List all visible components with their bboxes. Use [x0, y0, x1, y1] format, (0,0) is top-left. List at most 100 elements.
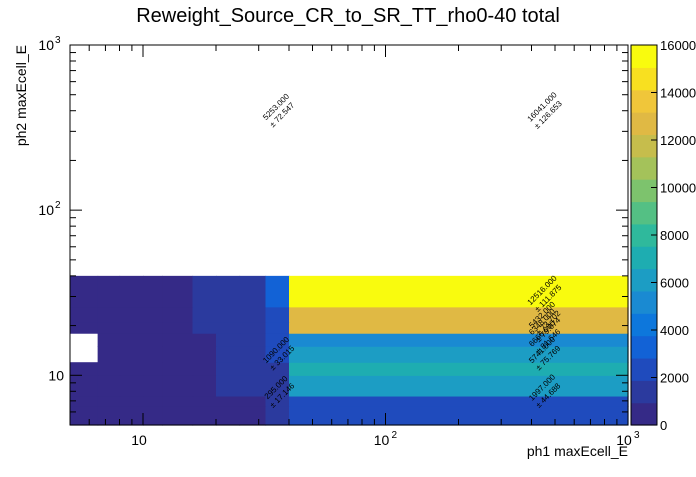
colorbar-swatch: [631, 67, 657, 91]
heatmap-cell: [289, 375, 629, 397]
heatmap-cell: [265, 346, 290, 363]
colorbar-swatch: [631, 357, 657, 381]
heatmap-cell: [70, 322, 99, 334]
heatmap-cell: [162, 346, 194, 363]
heatmap-cell: [192, 395, 217, 407]
heatmap-cell: [70, 406, 99, 426]
colorbar-tick-label: 6000: [660, 276, 689, 291]
heatmap-cell: [289, 362, 629, 376]
chart-title: Reweight_Source_CR_to_SR_TT_rho0-40 tota…: [136, 5, 560, 27]
colorbar-swatch: [631, 246, 657, 270]
heatmap-cell: [216, 275, 241, 308]
heatmap-cell: [162, 322, 194, 334]
heatmap-cell: [162, 395, 194, 407]
heatmap-cell: [216, 333, 241, 347]
heatmap-cell: [265, 406, 290, 426]
heatmap-cell: [265, 306, 290, 323]
heatmap-cell: [119, 306, 144, 323]
heatmap-cell: [162, 306, 194, 323]
plot-frame: [69, 44, 629, 426]
heatmap-cell: [239, 362, 267, 376]
heatmap-cell: [265, 322, 290, 334]
heatmap-cell: [192, 306, 217, 323]
heatmap-cell: [97, 333, 121, 347]
x-tick-label: 10: [374, 432, 390, 448]
colorbar-swatch: [631, 179, 657, 203]
colorbar-swatch: [631, 156, 657, 180]
heatmap-cell: [119, 333, 144, 347]
y-axis-label: ph2 maxEcell_E: [13, 45, 29, 146]
heatmap-cell: [97, 375, 121, 397]
heatmap-cell: [239, 333, 267, 347]
colorbar-tick-label: 0: [660, 418, 667, 433]
heatmap-cell: [265, 275, 290, 308]
colorbar-swatch: [631, 112, 657, 136]
colorbar-swatch: [631, 290, 657, 314]
heatmap-cell: [216, 375, 241, 397]
heatmap-cell: [162, 275, 194, 308]
colorbar-swatch: [631, 134, 657, 158]
y-tick-label: 10: [38, 37, 54, 53]
y-tick-exponent: 3: [55, 35, 61, 46]
y-tick-exponent: 2: [55, 200, 61, 211]
colorbar-tick-label: 16000: [660, 38, 696, 53]
colorbar-swatch: [631, 313, 657, 337]
heatmap-cell: [192, 275, 217, 308]
heatmap-cell: [265, 362, 290, 376]
colorbar-swatch: [631, 335, 657, 359]
x-tick-label: 10: [131, 432, 147, 448]
heatmap-cell: [239, 322, 267, 334]
heatmap-cell: [143, 322, 163, 334]
colorbar-tick-label: 8000: [660, 228, 689, 243]
heatmap-cell: [119, 362, 144, 376]
heatmap-cell: [97, 395, 121, 407]
colorbar-swatch: [631, 89, 657, 113]
heatmap-cell: [239, 375, 267, 397]
heatmap-cell: [97, 306, 121, 323]
heatmap-cell: [239, 346, 267, 363]
heatmap-cell: [143, 306, 163, 323]
heatmap-cell: [119, 395, 144, 407]
heatmap-cell: [97, 346, 121, 363]
heatmap-cell: [143, 346, 163, 363]
heatmap-cell: [119, 375, 144, 397]
heatmap-cell: [192, 322, 217, 334]
heatmap-cell: [289, 395, 629, 407]
x-axis: 10 10 2 10 3: [69, 45, 640, 448]
heatmap-cell: [192, 375, 217, 397]
colorbar-tick-label: 4000: [660, 323, 689, 338]
heatmap-cell: [265, 395, 290, 407]
heatmap-cell: [265, 333, 290, 347]
heatmap-cell: [97, 322, 121, 334]
heatmap-cell: [192, 333, 217, 347]
heatmap-cell: [70, 395, 99, 407]
heatmap-cell: [289, 306, 629, 323]
colorbar-swatch: [631, 223, 657, 247]
x-tick-exponent: 3: [634, 430, 640, 441]
heatmap-cell: [119, 275, 144, 308]
heatmap-cell: [289, 346, 629, 363]
heatmap-cell: [216, 395, 241, 407]
heatmap-cell: [162, 375, 194, 397]
colorbar-swatch: [631, 268, 657, 292]
heatmap-cell: [216, 346, 241, 363]
colorbar-tick-label: 12000: [660, 133, 696, 148]
heatmap-cell: [119, 406, 144, 426]
heatmap-cell: [143, 375, 163, 397]
heatmap-cell: [216, 322, 241, 334]
heatmap-cell: [119, 346, 144, 363]
colorbar: 0 2000 4000 6000 8000 10000 12000 14000 16000: [630, 38, 696, 433]
heatmap-cell: [70, 375, 99, 397]
heatmap-cell: [216, 406, 241, 426]
colorbar-tick-label: 10000: [660, 181, 696, 196]
x-tick-exponent: 2: [391, 430, 397, 441]
heatmap-cell: [143, 406, 163, 426]
colorbar-swatch: [631, 201, 657, 225]
y-tick-label: 10: [38, 202, 54, 218]
heatmap-cell: [162, 406, 194, 426]
heatmap-cell: [239, 406, 267, 426]
colorbar-swatch: [631, 380, 657, 404]
colorbar-tick-label: 14000: [660, 86, 696, 101]
heatmap-cell: [70, 362, 99, 376]
